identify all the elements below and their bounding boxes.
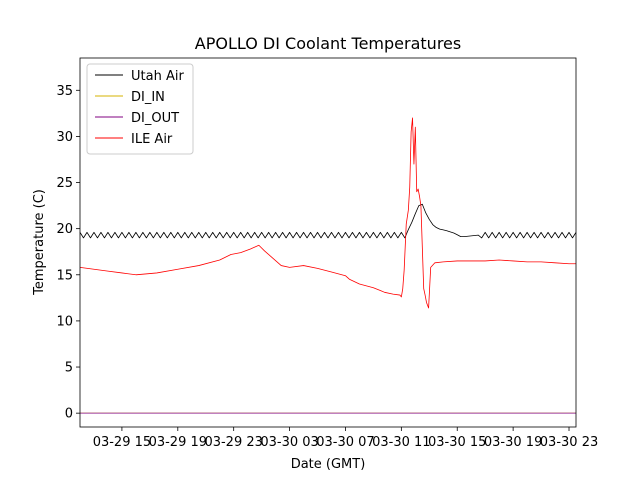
- x-tick-label: 03-29 15: [93, 435, 151, 450]
- legend-box: [86, 63, 194, 155]
- chart-title: APOLLO DI Coolant Temperatures: [195, 34, 461, 53]
- legend-label: DI_IN: [131, 90, 165, 105]
- x-tick-label: 03-30 23: [540, 435, 598, 450]
- y-tick-label: 10: [56, 314, 73, 329]
- series-line-ile-air: [79, 117, 576, 309]
- x-tick-label: 03-30 03: [260, 435, 318, 450]
- x-tick-label: 03-29 19: [149, 435, 207, 450]
- legend-label: ILE Air: [131, 132, 173, 147]
- x-tick-label: 03-30 19: [484, 435, 542, 450]
- plot-frame: [79, 57, 577, 428]
- x-tick-label: 03-30 07: [316, 435, 374, 450]
- legend-label: DI_OUT: [131, 111, 179, 126]
- y-axis-ticks: 0 5 10 15 20 25 30 35: [56, 84, 80, 422]
- y-tick-label: 25: [56, 176, 73, 191]
- y-tick-label: 20: [56, 222, 73, 237]
- y-tick-label: 15: [56, 268, 73, 283]
- x-tick-label: 03-29 23: [204, 435, 262, 450]
- y-tick-label: 5: [65, 361, 73, 376]
- series-layer: [79, 117, 577, 414]
- y-axis-label: Temperature (C): [32, 189, 47, 296]
- x-tick-label: 03-30 15: [428, 435, 486, 450]
- y-tick-label: 30: [56, 130, 73, 145]
- x-tick-label: 03-30 11: [372, 435, 430, 450]
- x-axis-label: Date (GMT): [291, 457, 366, 472]
- legend-label: Utah Air: [131, 69, 184, 84]
- series-line-utah-air: [79, 203, 577, 239]
- y-tick-label: 35: [56, 84, 73, 99]
- legend: Utah Air DI_IN DI_OUT ILE Air: [86, 63, 194, 155]
- y-tick-label: 0: [65, 407, 73, 422]
